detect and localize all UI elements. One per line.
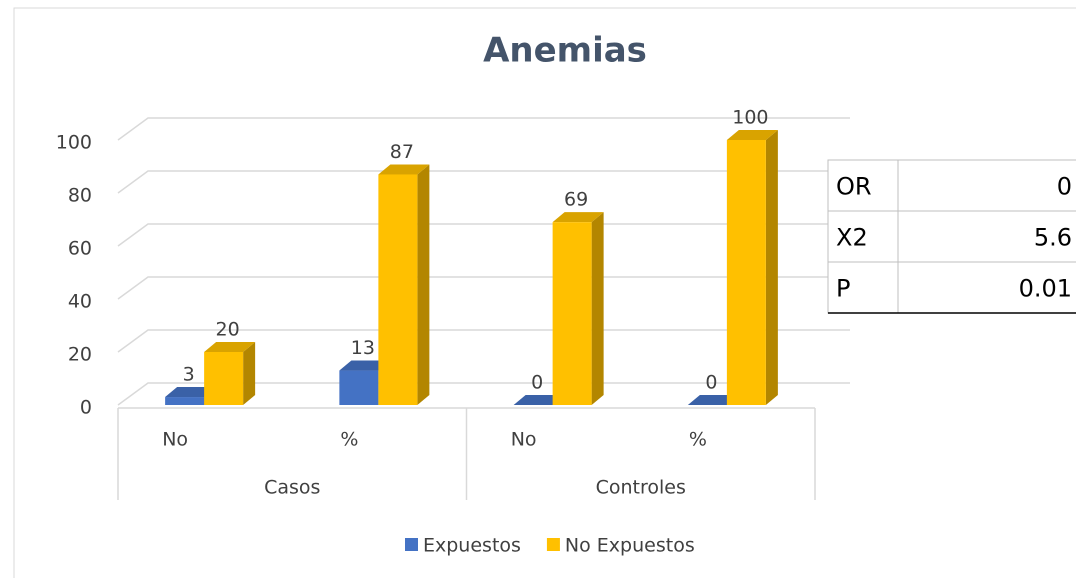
bar	[552, 222, 592, 405]
bar-top	[204, 342, 256, 352]
table-cell: 0	[1057, 173, 1072, 201]
y-tick-label: 0	[80, 397, 92, 419]
table-bg	[827, 159, 1076, 314]
grid-line	[117, 329, 850, 353]
bar-side	[243, 342, 256, 405]
data-label: 0	[531, 372, 543, 394]
grid-line	[117, 117, 850, 141]
x-tick-label: %	[689, 429, 707, 451]
y-tick-label: 100	[56, 132, 92, 154]
table-cell: P	[836, 275, 850, 303]
x-tick-label: %	[340, 429, 358, 451]
legend-label: Expuestos	[423, 535, 521, 557]
legend-label: No Expuestos	[565, 535, 695, 557]
grid-line	[117, 382, 850, 406]
y-tick-label: 20	[68, 344, 92, 366]
bar-top	[726, 130, 778, 140]
bar-top	[552, 212, 604, 223]
y-tick-label: 40	[68, 291, 92, 313]
bar	[339, 370, 379, 405]
bar	[165, 397, 205, 405]
bar-side	[765, 130, 778, 405]
x-tick-label: No	[511, 429, 537, 451]
bar	[378, 174, 418, 405]
grid-line	[117, 223, 850, 247]
bar-top	[513, 395, 565, 405]
bar	[204, 352, 244, 405]
legend-swatch	[405, 538, 418, 551]
grid-line	[117, 170, 850, 194]
group-label: Controles	[596, 477, 686, 499]
bar-top	[339, 360, 391, 371]
grid-line	[117, 276, 850, 300]
bar-top	[687, 395, 739, 405]
data-label: 13	[351, 337, 375, 359]
bar-side	[417, 164, 430, 405]
legend-swatch	[546, 538, 560, 551]
data-label: 20	[216, 319, 240, 341]
table-cell: 5.6	[1034, 224, 1072, 252]
group-label: Casos	[264, 477, 320, 499]
data-label: 100	[732, 107, 768, 129]
table-cell: X2	[836, 224, 868, 252]
data-label: 69	[564, 189, 588, 211]
y-tick-label: 80	[68, 185, 92, 207]
bar-side	[591, 212, 604, 405]
x-tick-label: No	[162, 429, 188, 451]
chart-title: Anemias	[483, 31, 647, 71]
bar-top	[378, 164, 430, 175]
table-cell: OR	[836, 173, 872, 201]
bar-top	[165, 387, 217, 398]
bar	[726, 140, 766, 405]
data-label: 0	[705, 372, 717, 394]
data-label: 3	[183, 364, 195, 386]
data-label: 87	[390, 141, 414, 163]
table-cell: 0.01	[1019, 275, 1072, 303]
y-tick-label: 60	[68, 238, 92, 260]
